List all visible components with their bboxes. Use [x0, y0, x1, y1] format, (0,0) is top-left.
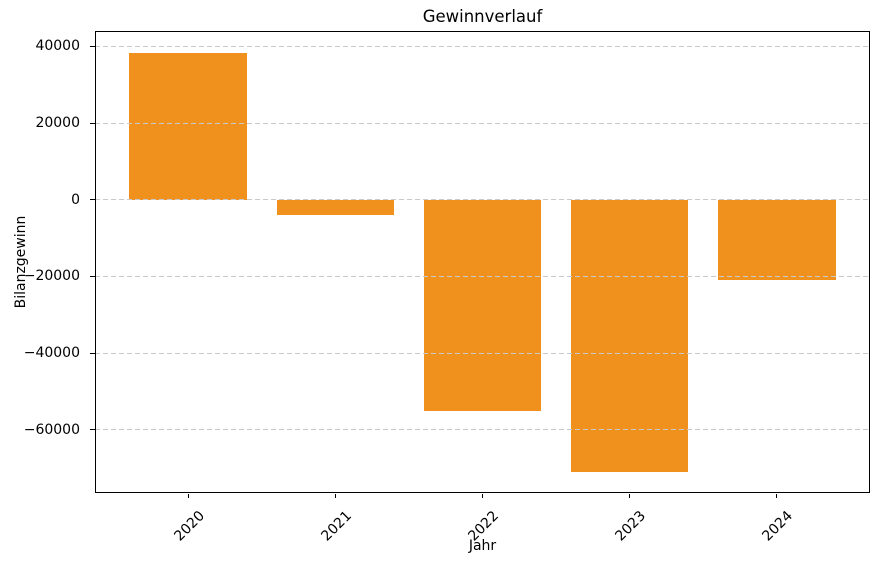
x-tick-mark [776, 494, 778, 498]
gridline-0 [95, 199, 870, 201]
y-tick-label: 20000 [35, 115, 80, 132]
bar-2020 [129, 53, 248, 200]
gridline-20000 [95, 122, 870, 124]
y-tick-mark [90, 45, 95, 47]
x-tick-mark [187, 494, 189, 498]
y-tick-label: −40000 [23, 345, 80, 362]
gridline--20000 [95, 275, 870, 277]
gridline-40000 [95, 45, 870, 47]
x-tick-mark [482, 494, 483, 498]
x-axis-label: Jahr [468, 538, 497, 554]
y-axis-label: Bilanzgewinn [13, 215, 29, 309]
y-tick-label: −20000 [23, 268, 80, 285]
y-tick-mark [90, 199, 95, 201]
gridline--60000 [95, 429, 870, 431]
y-tick-mark [90, 352, 95, 354]
y-tick-label: 0 [71, 191, 80, 208]
x-tick-mark [334, 494, 336, 498]
y-tick-mark [90, 122, 95, 124]
y-tick-mark [90, 275, 95, 277]
bar-2021 [276, 199, 395, 216]
y-tick-label: 40000 [35, 38, 80, 55]
gridline--40000 [95, 352, 870, 354]
x-tick-mark [629, 494, 631, 498]
y-tick-label: −60000 [23, 421, 80, 438]
y-tick-mark [90, 429, 95, 431]
bar-2022 [423, 199, 542, 411]
bar-2023 [570, 199, 689, 472]
plot-area [95, 31, 870, 493]
chart-title: Gewinnverlauf [422, 7, 543, 26]
bar-2024 [717, 199, 836, 281]
